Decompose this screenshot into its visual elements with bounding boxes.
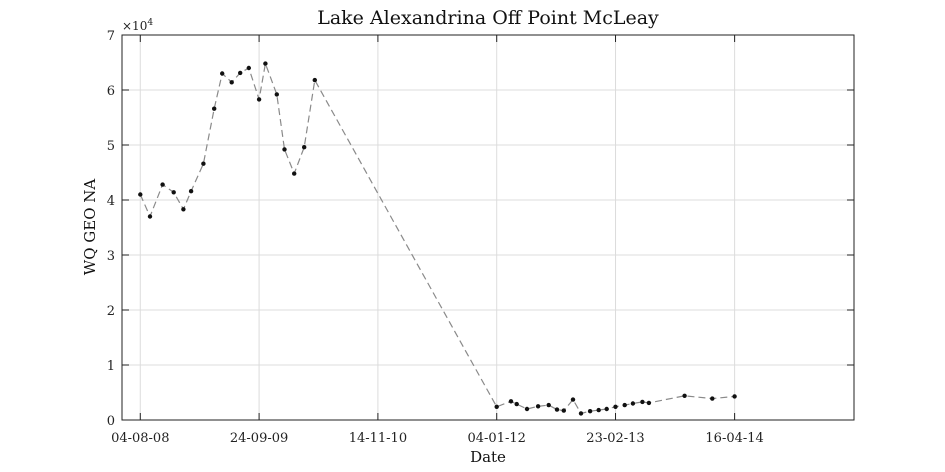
grid-lines [122, 35, 854, 420]
data-point [524, 406, 530, 412]
data-point [229, 80, 234, 85]
data-point [312, 77, 317, 83]
x-tick-label: 16-04-14 [705, 431, 763, 446]
data-point [238, 70, 243, 76]
data-point [302, 145, 307, 150]
x-tick-label: 14-11-10 [349, 431, 407, 446]
data-point [596, 407, 601, 413]
data-point [622, 402, 627, 408]
y-tick-label: 6 [107, 84, 115, 99]
axis-ticks [122, 34, 854, 421]
data-point [201, 161, 206, 166]
data-point [188, 189, 194, 194]
data-point [613, 404, 618, 409]
data-point [578, 411, 584, 416]
y-tick-label: 1 [107, 359, 115, 374]
data-point [246, 65, 251, 71]
y-tick-label: 4 [107, 194, 115, 209]
data-point [732, 394, 737, 399]
data-point [212, 106, 217, 111]
y-tick-label: 3 [107, 249, 115, 264]
data-point [561, 408, 566, 413]
chart-title: Lake Alexandrina Off Point McLeay [317, 7, 659, 29]
data-point [147, 214, 153, 219]
data-point [171, 190, 176, 195]
data-point [640, 399, 645, 405]
data-point [646, 400, 652, 406]
data-point [220, 71, 225, 76]
y-tick-label: 0 [107, 414, 115, 429]
data-point [630, 401, 636, 406]
data-point [604, 406, 609, 412]
y-tick-label: 2 [107, 304, 115, 319]
data-point [514, 401, 519, 407]
plot-area-frame [121, 34, 855, 421]
data-point [570, 397, 576, 402]
y-tick-label: 7 [107, 29, 115, 44]
data-point [181, 207, 186, 212]
y-axis-label: WQ GEO NA [81, 179, 99, 276]
data-point [494, 404, 499, 409]
data-point [710, 396, 715, 401]
data-point [535, 404, 541, 409]
data-points [138, 61, 737, 416]
y-tick-label: 5 [107, 139, 115, 154]
series-line [139, 61, 735, 415]
data-point [587, 409, 593, 414]
data-point [682, 393, 687, 398]
data-point [292, 171, 297, 176]
y-axis-exponent-label: ×104 [122, 18, 153, 33]
data-point [274, 92, 279, 97]
data-point [256, 97, 262, 102]
data-point [160, 182, 165, 187]
data-point [546, 402, 551, 408]
x-tick-label: 24-09-09 [230, 431, 288, 446]
data-point [263, 61, 268, 66]
x-tick-label: 04-01-12 [467, 431, 525, 446]
data-point [282, 147, 287, 152]
data-point [508, 399, 514, 404]
x-tick-label: 04-08-08 [111, 431, 169, 446]
x-axis-label: Date [470, 448, 506, 466]
data-point [554, 407, 560, 412]
x-tick-label: 23-02-13 [586, 431, 644, 446]
data-point [138, 192, 143, 197]
x-axis-tick-labels: 04-08-08 24-09-09 14-11-10 04-01-12 23-02-13… [111, 431, 764, 446]
y-axis-tick-labels: 0 1 2 3 4 5 6 7 [107, 29, 115, 429]
